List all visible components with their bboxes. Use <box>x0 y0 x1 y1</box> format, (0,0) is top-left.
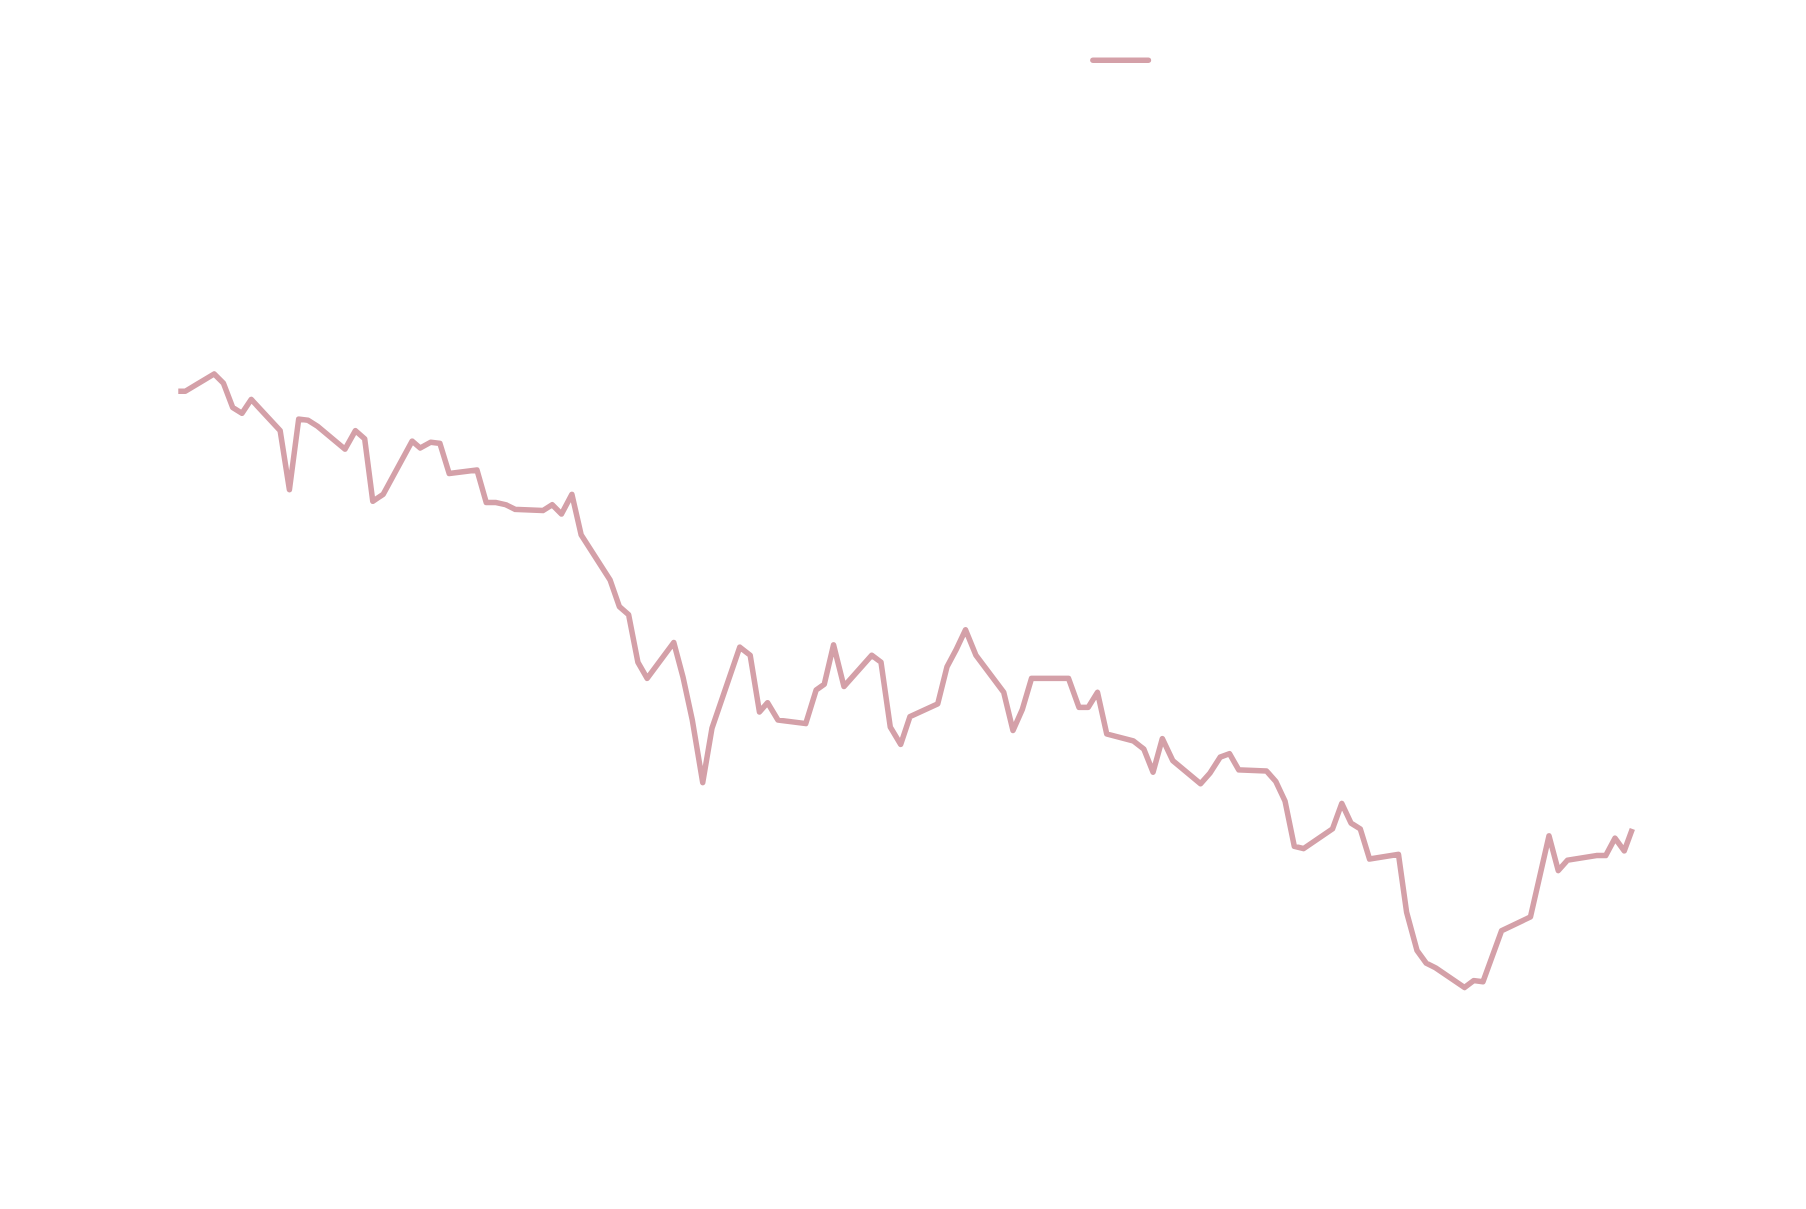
line-series <box>178 371 1635 991</box>
